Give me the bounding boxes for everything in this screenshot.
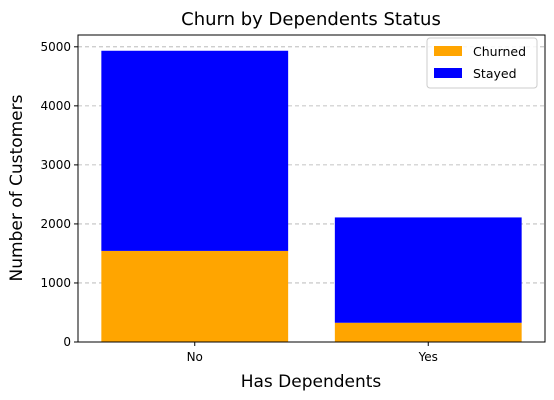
legend-label-churned: Churned — [473, 44, 526, 59]
bar-stayed-yes — [334, 217, 522, 323]
plot-frame — [77, 34, 546, 343]
y-tick-label: 4000 — [40, 99, 71, 113]
legend-label-stayed: Stayed — [473, 66, 517, 81]
bar-churned-yes — [334, 322, 522, 342]
bars — [101, 50, 522, 342]
legend-swatch-stayed — [434, 68, 462, 78]
x-axis-label: Has Dependents — [241, 372, 382, 392]
x-tick-label: Yes — [418, 350, 438, 364]
legend: Churned Stayed — [426, 37, 538, 89]
bar-stayed-no — [101, 50, 289, 251]
y-tick-label: 3000 — [40, 158, 71, 172]
x-tick-label: No — [187, 350, 203, 364]
legend-swatch-churned — [434, 46, 462, 56]
bar-churned-no — [101, 250, 289, 342]
x-axis-ticks: No Yes — [187, 342, 438, 364]
y-axis-label: Number of Customers — [7, 94, 27, 281]
y-tick-label: 2000 — [40, 217, 71, 231]
chart-title: Churn by Dependents Status — [181, 9, 441, 30]
y-tick-label: 5000 — [40, 40, 71, 54]
y-tick-label: 1000 — [40, 276, 71, 290]
y-tick-label: 0 — [63, 335, 71, 349]
y-axis-ticks: 0 1000 2000 3000 4000 5000 — [40, 40, 78, 349]
